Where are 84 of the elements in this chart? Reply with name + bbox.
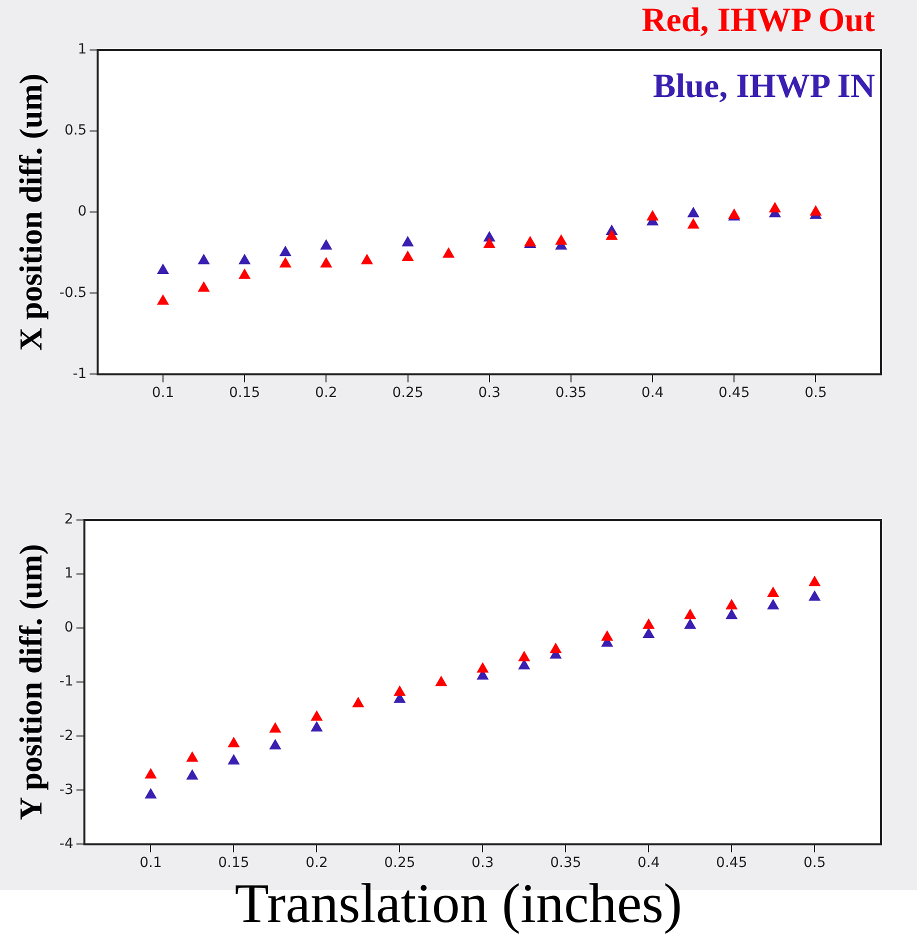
point [684, 618, 696, 629]
y-axis-title: Y position diff. (um) [12, 544, 48, 820]
point [810, 205, 822, 216]
point [144, 788, 157, 799]
y-axis-title: X position diff. (um) [12, 73, 48, 351]
x-tick-label: 0.25 [384, 855, 416, 872]
y-tick-label: -2 [59, 728, 74, 744]
x-tick-label: 0.5 [803, 855, 826, 872]
y-tick-label: 0 [78, 204, 87, 220]
point [687, 218, 700, 229]
text: Blue, IHWP IN [652, 68, 875, 106]
x-tick-label: 0.4 [641, 385, 664, 402]
point [768, 202, 781, 212]
point [352, 696, 364, 708]
point [269, 738, 282, 750]
point [310, 710, 323, 721]
point [402, 236, 414, 246]
point [320, 256, 332, 268]
point [808, 576, 821, 586]
x-tick-label: 0.15 [228, 385, 260, 402]
point [767, 586, 780, 597]
y-tick-label: -3 [59, 782, 74, 798]
x-axis-title: Translation (inches) [234, 872, 684, 936]
point [228, 736, 240, 748]
x-tick-label: 0.15 [218, 855, 250, 872]
y-tick-label: 0.5 [64, 122, 87, 139]
point [269, 722, 282, 733]
point [646, 210, 659, 220]
x-tick-label: 0.45 [716, 855, 748, 872]
point [642, 628, 655, 638]
x-tick-label: 0.2 [315, 385, 338, 402]
point [767, 598, 780, 610]
x-tick-label: 0.35 [550, 855, 582, 872]
point [726, 598, 738, 610]
point [808, 590, 821, 601]
point [684, 608, 696, 620]
point [186, 769, 198, 780]
point [555, 234, 568, 245]
point [156, 263, 170, 274]
x-tick-label: 0.4 [638, 855, 660, 872]
y-tick-label: 1 [78, 42, 87, 58]
point [726, 608, 738, 620]
point [144, 768, 157, 779]
y-tick-label: -1 [72, 366, 87, 382]
y-tick-label: -0.5 [59, 284, 87, 301]
x-tick-label: 0.2 [306, 855, 328, 872]
y-tick-label: 1 [64, 566, 74, 582]
x-tick-label: 0.35 [555, 385, 587, 402]
y-tick-label: 0 [64, 620, 74, 636]
point [601, 630, 614, 641]
point [687, 206, 700, 218]
point [186, 751, 198, 762]
x-tick-label: 0.3 [478, 385, 500, 402]
point [394, 685, 406, 696]
point [483, 238, 496, 248]
point [642, 618, 655, 629]
x-tick-label: 0.25 [392, 385, 424, 402]
point [606, 229, 618, 240]
x-tick-label: 0.5 [804, 385, 827, 402]
point [238, 268, 251, 279]
y-tick-label: -4 [59, 836, 74, 852]
y-tick-label: 2 [64, 512, 74, 528]
x-tick-label: 0.3 [472, 855, 494, 872]
point [442, 247, 455, 258]
x-tick-label: 0.1 [140, 855, 162, 872]
point [279, 256, 292, 268]
point [310, 721, 323, 732]
point [156, 294, 170, 305]
x-tick-label: 0.1 [152, 385, 174, 402]
point [360, 254, 374, 264]
point [476, 662, 489, 673]
point [228, 754, 240, 764]
point [518, 650, 530, 662]
point [279, 246, 292, 256]
point [320, 239, 332, 250]
point [238, 254, 251, 264]
y-tick-label: -1 [59, 674, 74, 690]
x-tick-label: 0.45 [718, 385, 750, 402]
text: Red, IHWP Out [642, 2, 875, 40]
point [402, 250, 414, 261]
point [435, 676, 448, 686]
point [198, 254, 210, 264]
point [550, 642, 562, 654]
point [198, 281, 210, 292]
